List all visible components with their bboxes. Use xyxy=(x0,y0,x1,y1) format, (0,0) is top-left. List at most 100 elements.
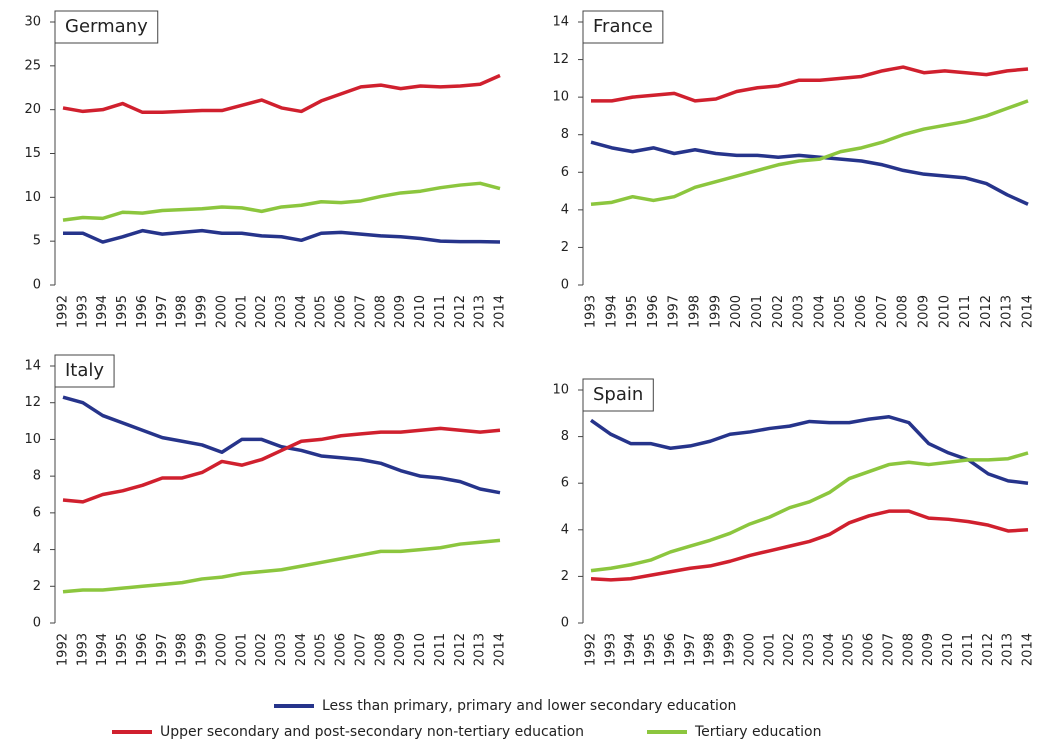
title-box xyxy=(582,10,664,44)
y-tick-label: 14 xyxy=(552,15,569,30)
y-tick-label: 6 xyxy=(561,165,569,180)
x-tick-label: 1993 xyxy=(75,295,90,328)
x-tick-label: 2007 xyxy=(353,295,368,328)
x-tick-label: 1998 xyxy=(175,633,190,666)
x-tick-label: 2006 xyxy=(334,295,349,328)
x-tick-label: 2001 xyxy=(234,295,249,328)
x-tick-label: 2009 xyxy=(916,295,931,328)
x-tick-label: 1992 xyxy=(584,633,599,666)
x-tick-label: 2008 xyxy=(896,295,911,328)
x-tick-label: 2012 xyxy=(453,633,468,666)
x-tick-label: 1994 xyxy=(623,633,638,666)
y-tick-label: 10 xyxy=(24,432,41,447)
y-tick-label: 2 xyxy=(561,569,569,584)
x-tick-label: 1994 xyxy=(95,295,110,328)
x-tick-label: 2006 xyxy=(854,295,869,328)
legend-label: Upper secondary and post-secondary non-t… xyxy=(160,724,584,740)
x-tick-label: 2007 xyxy=(881,633,896,666)
y-tick-label: 6 xyxy=(561,476,569,491)
y-tick-label: 8 xyxy=(561,429,569,444)
title-box xyxy=(54,354,115,388)
x-tick-label: 2013 xyxy=(473,633,488,666)
y-tick-label: 2 xyxy=(33,579,41,594)
series-line xyxy=(590,99,1029,206)
x-tick-label: 2009 xyxy=(921,633,936,666)
y-tick-label: 14 xyxy=(24,359,41,374)
chart-title: Italy xyxy=(65,360,104,381)
y-tick-label: 12 xyxy=(552,52,569,67)
series-line xyxy=(590,451,1029,573)
y-tick-label: 5 xyxy=(33,234,41,249)
y-tick-label: 8 xyxy=(561,127,569,142)
x-tick-label: 1992 xyxy=(56,295,71,328)
x-tick-label: 1999 xyxy=(195,295,210,328)
x-tick-label: 2012 xyxy=(981,633,996,666)
x-tick-label: 2003 xyxy=(274,633,289,666)
x-tick-label: 2001 xyxy=(234,633,249,666)
x-tick-label: 2005 xyxy=(833,295,848,328)
x-tick-label: 2001 xyxy=(750,295,765,328)
y-tick-label: 6 xyxy=(33,505,41,520)
y-tick-label: 8 xyxy=(33,469,41,484)
x-tick-label: 1995 xyxy=(625,295,640,328)
x-tick-label: 2014 xyxy=(1021,295,1036,328)
x-tick-label: 1996 xyxy=(646,295,661,328)
x-tick-label: 2003 xyxy=(792,295,807,328)
title-box xyxy=(582,378,654,412)
x-tick-label: 1995 xyxy=(115,633,130,666)
x-tick-label: 2010 xyxy=(941,633,956,666)
x-tick-label: 2008 xyxy=(373,295,388,328)
y-tick-label: 0 xyxy=(561,278,569,293)
x-tick-label: 2008 xyxy=(373,633,388,666)
x-tick-label: 1999 xyxy=(723,633,738,666)
chart-title: Spain xyxy=(593,384,643,405)
x-tick-label: 2014 xyxy=(493,295,508,328)
x-tick-label: 2005 xyxy=(314,295,329,328)
series-line xyxy=(62,181,501,222)
x-tick-label: 2011 xyxy=(958,295,973,328)
x-tick-label: 1997 xyxy=(155,295,170,328)
x-tick-label: 2012 xyxy=(979,295,994,328)
x-tick-label: 2006 xyxy=(334,633,349,666)
x-tick-label: 2004 xyxy=(294,633,309,666)
x-tick-label: 2004 xyxy=(822,633,837,666)
x-tick-label: 2013 xyxy=(1000,295,1015,328)
y-tick-label: 12 xyxy=(24,395,41,410)
x-tick-label: 2001 xyxy=(762,633,777,666)
chart-title: France xyxy=(593,16,653,37)
x-tick-label: 2002 xyxy=(782,633,797,666)
x-tick-label: 2011 xyxy=(961,633,976,666)
x-tick-label: 1996 xyxy=(135,633,150,666)
x-tick-label: 2013 xyxy=(1001,633,1016,666)
x-tick-label: 1997 xyxy=(667,295,682,328)
x-tick-label: 1995 xyxy=(115,295,130,328)
x-tick-label: 1994 xyxy=(604,295,619,328)
y-tick-label: 20 xyxy=(24,102,41,117)
x-tick-label: 2005 xyxy=(842,633,857,666)
x-tick-label: 2014 xyxy=(493,633,508,666)
x-tick-label: 2011 xyxy=(433,633,448,666)
y-tick-label: 4 xyxy=(561,522,569,537)
x-tick-label: 1998 xyxy=(688,295,703,328)
x-tick-label: 2007 xyxy=(875,295,890,328)
y-tick-label: 0 xyxy=(33,616,41,631)
y-tick-label: 15 xyxy=(24,146,41,161)
x-tick-label: 2010 xyxy=(937,295,952,328)
x-tick-label: 2004 xyxy=(294,295,309,328)
series-line xyxy=(589,415,1029,485)
x-tick-label: 2000 xyxy=(742,633,757,666)
x-tick-label: 2006 xyxy=(862,633,877,666)
y-tick-label: 10 xyxy=(552,90,569,105)
x-tick-label: 2004 xyxy=(812,295,827,328)
x-tick-label: 2009 xyxy=(393,633,408,666)
x-tick-label: 1994 xyxy=(95,633,110,666)
y-tick-label: 2 xyxy=(561,240,569,255)
y-tick-label: 0 xyxy=(33,278,41,293)
x-tick-label: 1992 xyxy=(56,633,71,666)
y-tick-label: 30 xyxy=(24,15,41,30)
x-tick-label: 2003 xyxy=(802,633,817,666)
x-tick-label: 1998 xyxy=(703,633,718,666)
y-tick-label: 10 xyxy=(24,190,41,205)
series-line xyxy=(591,65,1029,103)
